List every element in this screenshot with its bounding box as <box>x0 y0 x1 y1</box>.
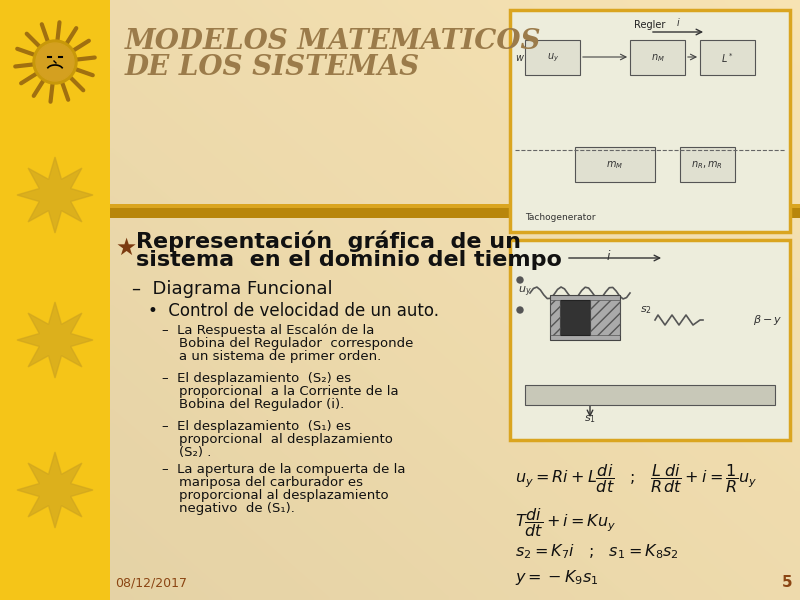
Bar <box>525 385 775 405</box>
Circle shape <box>517 277 523 283</box>
Text: DE LOS SISTEMAS: DE LOS SISTEMAS <box>125 54 420 81</box>
Bar <box>110 204 800 208</box>
Bar <box>510 240 790 440</box>
Circle shape <box>36 43 74 81</box>
Text: i: i <box>606 250 610 263</box>
Text: $n_R, m_R$: $n_R, m_R$ <box>691 159 723 171</box>
Text: MODELOS MATEMATICOS: MODELOS MATEMATICOS <box>125 28 542 55</box>
Text: $y = -K_9 s_1$: $y = -K_9 s_1$ <box>515 568 598 587</box>
Text: –  La Respuesta al Escalón de la: – La Respuesta al Escalón de la <box>162 324 374 337</box>
Text: Representación  gráfica  de un: Representación gráfica de un <box>136 230 521 251</box>
Text: proporcional  al desplazamiento: proporcional al desplazamiento <box>162 433 393 446</box>
Text: $T\dfrac{di}{dt} + i = Ku_y$: $T\dfrac{di}{dt} + i = Ku_y$ <box>515 506 616 539</box>
Bar <box>550 295 620 340</box>
Circle shape <box>33 40 77 84</box>
Text: 08/12/2017: 08/12/2017 <box>115 577 187 590</box>
Text: –  El desplazamiento  (S₁) es: – El desplazamiento (S₁) es <box>162 420 351 433</box>
Bar <box>680 147 735 182</box>
Bar <box>0 0 110 600</box>
Text: proporcional  a la Corriente de la: proporcional a la Corriente de la <box>162 385 398 398</box>
Bar <box>560 300 590 335</box>
Polygon shape <box>17 157 93 233</box>
Text: $u_y$: $u_y$ <box>518 285 532 299</box>
Text: $L^*$: $L^*$ <box>721 51 734 65</box>
Text: $s_2$: $s_2$ <box>640 304 652 316</box>
Text: $u_y$: $u_y$ <box>547 52 559 64</box>
Bar <box>590 300 620 335</box>
Text: $m_M$: $m_M$ <box>606 159 623 171</box>
Text: $u_y = Ri + L\dfrac{di}{dt}$   ;   $\dfrac{L}{R}\dfrac{di}{dt} + i = \dfrac{1}{R: $u_y = Ri + L\dfrac{di}{dt}$ ; $\dfrac{L… <box>515 462 758 495</box>
Bar <box>700 40 755 75</box>
Text: $\beta - y$: $\beta - y$ <box>753 313 782 327</box>
Text: i: i <box>677 18 679 28</box>
Text: •  Control de velocidad de un auto.: • Control de velocidad de un auto. <box>148 302 439 320</box>
Text: –  La apertura de la compuerta de la: – La apertura de la compuerta de la <box>162 463 406 476</box>
Text: a un sistema de primer orden.: a un sistema de primer orden. <box>162 350 382 363</box>
Text: ★: ★ <box>115 236 136 260</box>
Bar <box>525 40 580 75</box>
Bar <box>510 10 790 232</box>
Text: $s_1$: $s_1$ <box>584 413 596 425</box>
Text: sistema  en el dominio del tiempo: sistema en el dominio del tiempo <box>136 250 562 270</box>
Text: (S₂) .: (S₂) . <box>162 446 211 459</box>
Bar <box>550 300 560 335</box>
Text: $s_2 = K_7 i$   ;   $s_1 = K_8 s_2$: $s_2 = K_7 i$ ; $s_1 = K_8 s_2$ <box>515 542 679 560</box>
Text: mariposa del carburador es: mariposa del carburador es <box>162 476 363 489</box>
Polygon shape <box>17 302 93 378</box>
Polygon shape <box>17 452 93 528</box>
Bar <box>630 40 685 75</box>
Text: Tachogenerator: Tachogenerator <box>525 213 595 222</box>
Text: Bobina del Regulador (i).: Bobina del Regulador (i). <box>162 398 344 411</box>
Text: –  Diagrama Funcional: – Diagrama Funcional <box>132 280 333 298</box>
Text: –  El desplazamiento  (S₂) es: – El desplazamiento (S₂) es <box>162 372 351 385</box>
Bar <box>575 147 655 182</box>
Text: Regler: Regler <box>634 20 666 30</box>
Text: proporcional al desplazamiento: proporcional al desplazamiento <box>162 489 389 502</box>
Text: 5: 5 <box>782 575 792 590</box>
Circle shape <box>517 307 523 313</box>
Text: Bobina del Regulador  corresponde: Bobina del Regulador corresponde <box>162 337 414 350</box>
Text: w: w <box>515 53 523 63</box>
Text: $n_M$: $n_M$ <box>651 52 665 64</box>
Bar <box>110 208 800 218</box>
Text: negativo  de (S₁).: negativo de (S₁). <box>162 502 295 515</box>
